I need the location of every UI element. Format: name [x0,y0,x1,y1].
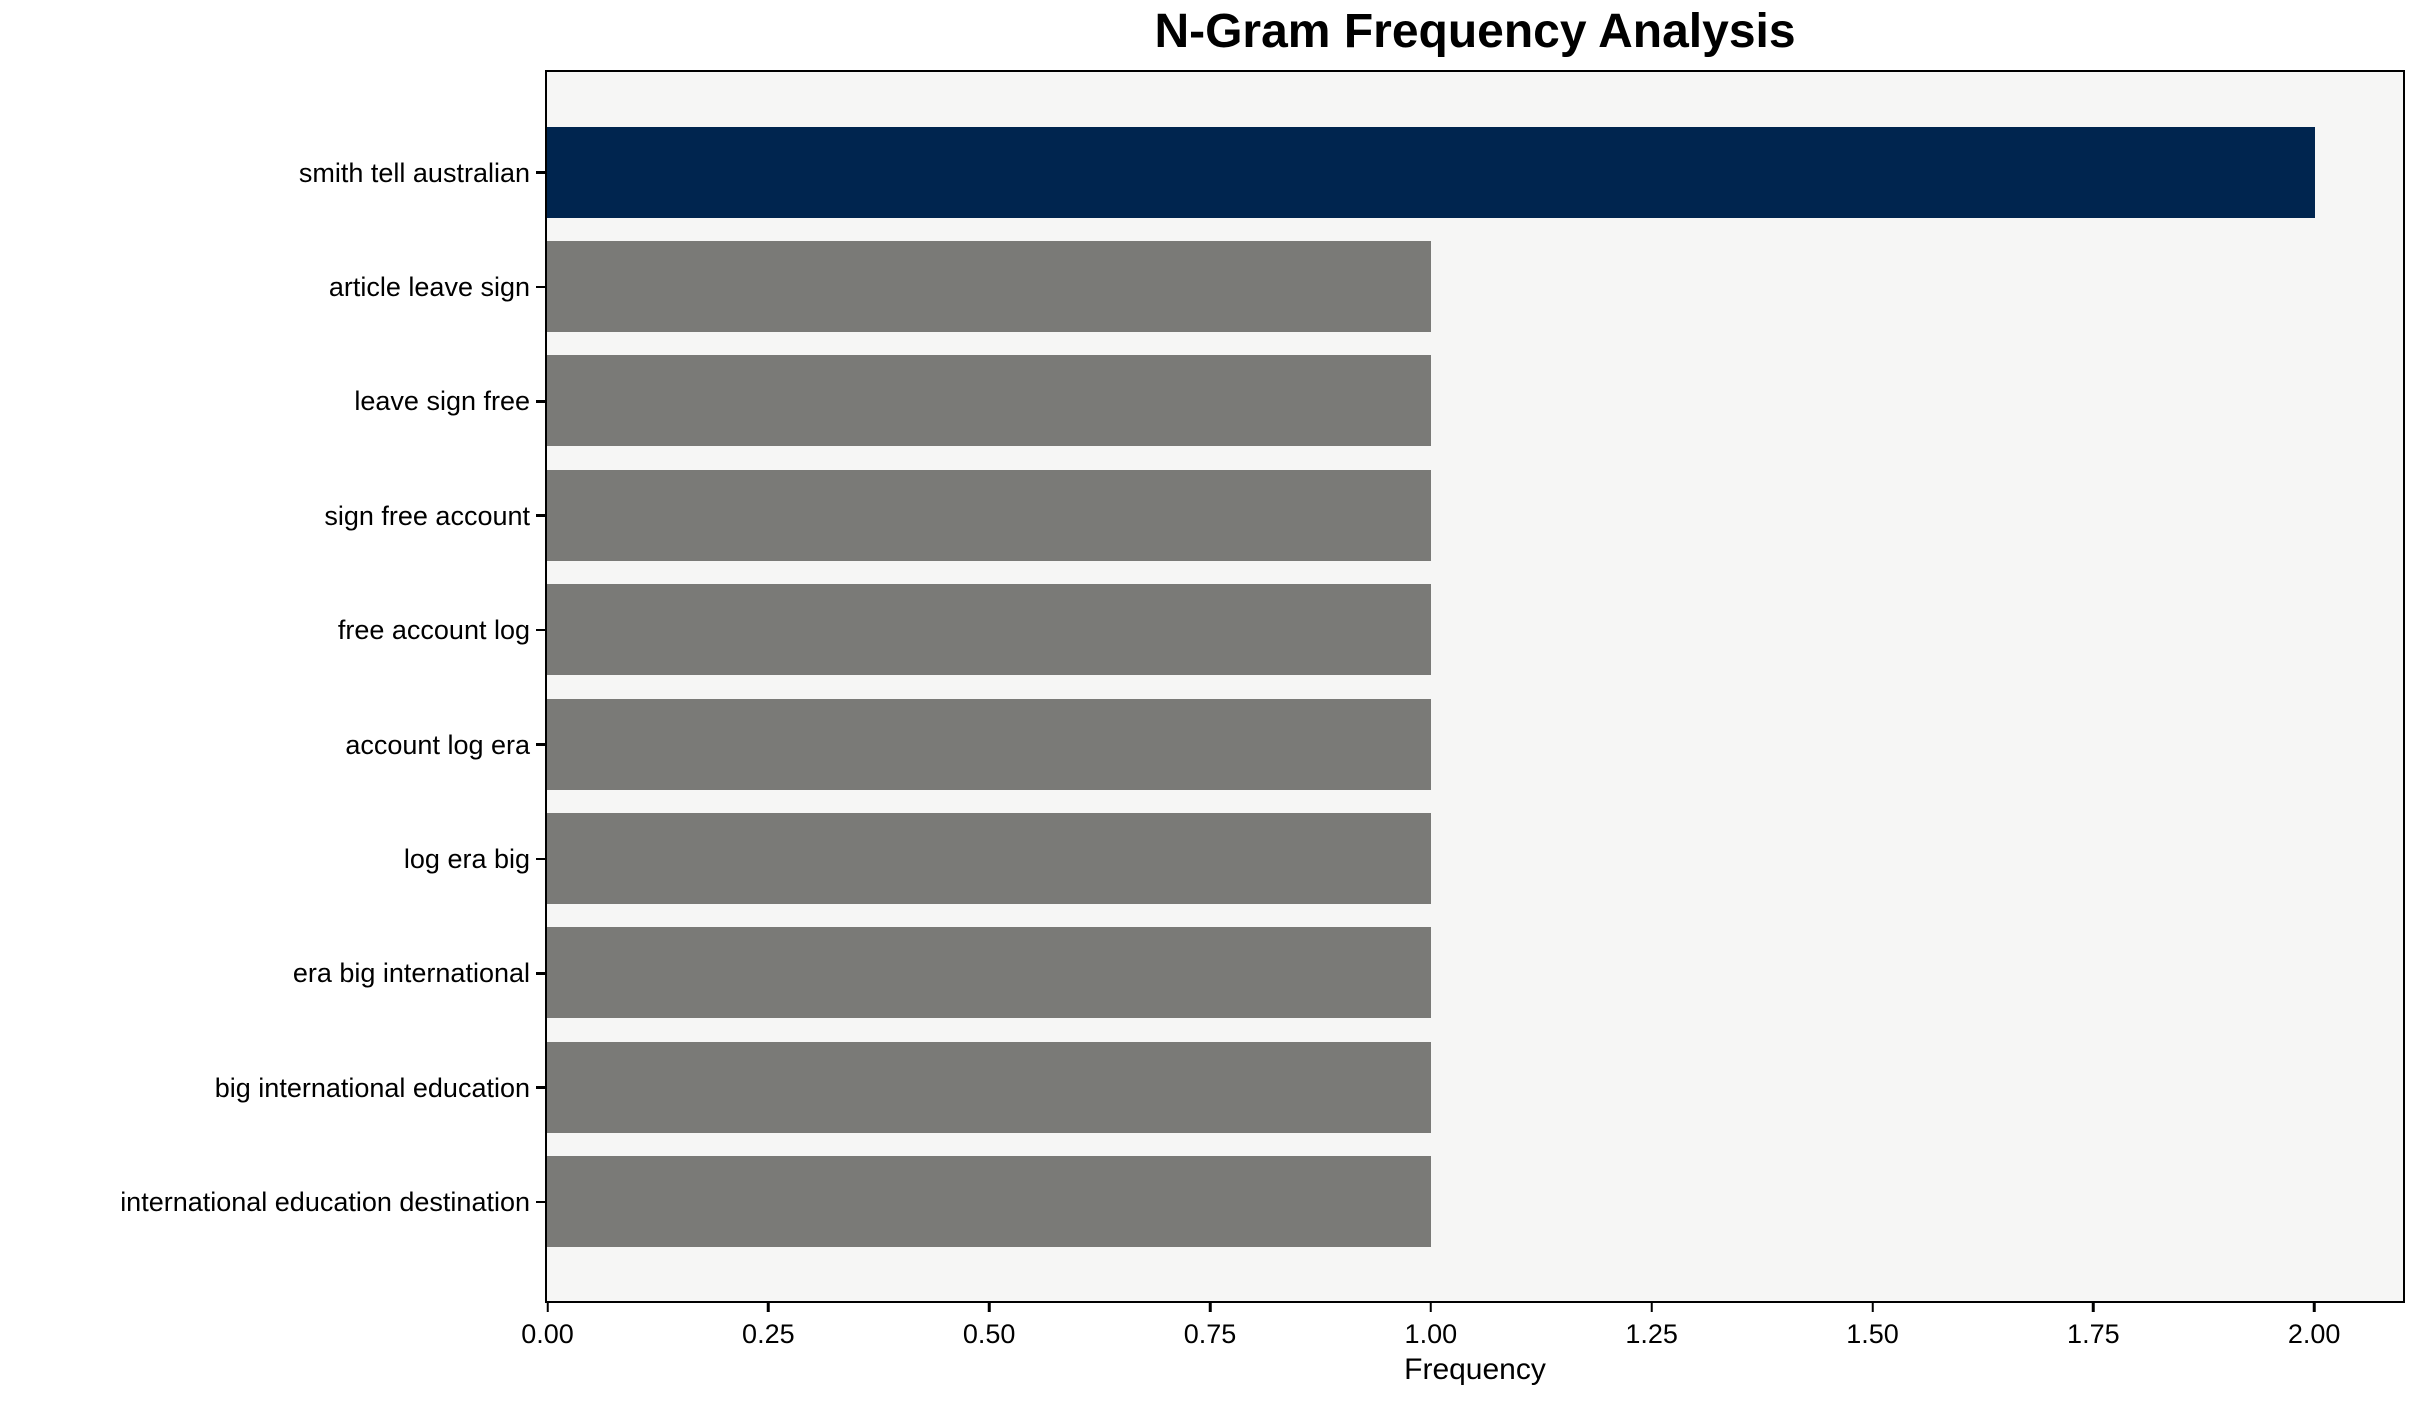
y-tick-label: big international education [214,1072,530,1103]
y-tick-mark [536,1200,545,1204]
y-tick-mark [536,171,545,174]
x-tick-label: 0.00 [521,1319,574,1349]
y-tick-mark [536,743,545,746]
y-tick-mark [536,400,545,403]
y-tick-mark [536,857,545,861]
x-tick-label: 1.00 [1404,1319,1458,1349]
x-tick-mark [1429,1303,1433,1312]
bars [547,72,2403,1301]
plot-area [545,70,2405,1303]
x-tick-label: 1.25 [1625,1319,1678,1349]
bar [547,584,1431,676]
bar [547,1041,1431,1133]
x-tick-label: 0.50 [962,1319,1016,1349]
x-tick-label: 0.25 [742,1319,795,1349]
bar [547,240,1431,332]
x-tick-label: 2.00 [2287,1319,2341,1349]
bar [547,1156,1431,1248]
y-tick-label: article leave sign [328,271,530,302]
bar [547,126,2315,218]
x-tick-mark [2092,1303,2095,1312]
x-tick-mark [1208,1303,1212,1312]
y-tick-label: leave sign free [354,386,530,417]
x-tick-label: 1.75 [2067,1319,2120,1349]
y-tick-mark [536,1086,545,1089]
y-tick-label: free account log [337,615,530,646]
bar [547,469,1431,561]
bar [547,927,1431,1019]
x-tick-mark [1871,1303,1874,1312]
y-tick-label: sign free account [324,500,530,531]
y-tick-label: smith tell australian [298,157,530,188]
x-axis-label: Frequency [1404,1353,1546,1386]
y-tick-label: account log era [345,729,530,760]
x-axis: 0.00 0.25 0.50 0.75 1.00 1.25 1.50 1.75 2.00 [521,1303,2403,1403]
y-tick-mark [536,514,545,517]
x-tick-mark [546,1303,549,1312]
x-tick-mark [1650,1303,1653,1312]
chart-title: N-Gram Frequency Analysis [1154,5,1796,58]
x-tick-mark [2312,1303,2316,1312]
bar [547,355,1431,447]
y-tick-mark [536,285,545,289]
x-tick-label: 1.50 [1846,1319,1899,1349]
x-tick-mark [767,1303,770,1312]
y-tick-mark [536,628,545,632]
y-axis: smith tell australian article leave sign l… [0,70,545,1303]
y-tick-label: log era big [403,843,530,874]
y-tick-label: era big international [292,958,530,989]
x-tick-mark [987,1303,991,1312]
bar [547,812,1431,904]
y-tick-label: international education destination [120,1187,530,1218]
bar [547,698,1431,790]
y-tick-mark [536,972,545,975]
x-tick-label: 0.75 [1183,1319,1237,1349]
